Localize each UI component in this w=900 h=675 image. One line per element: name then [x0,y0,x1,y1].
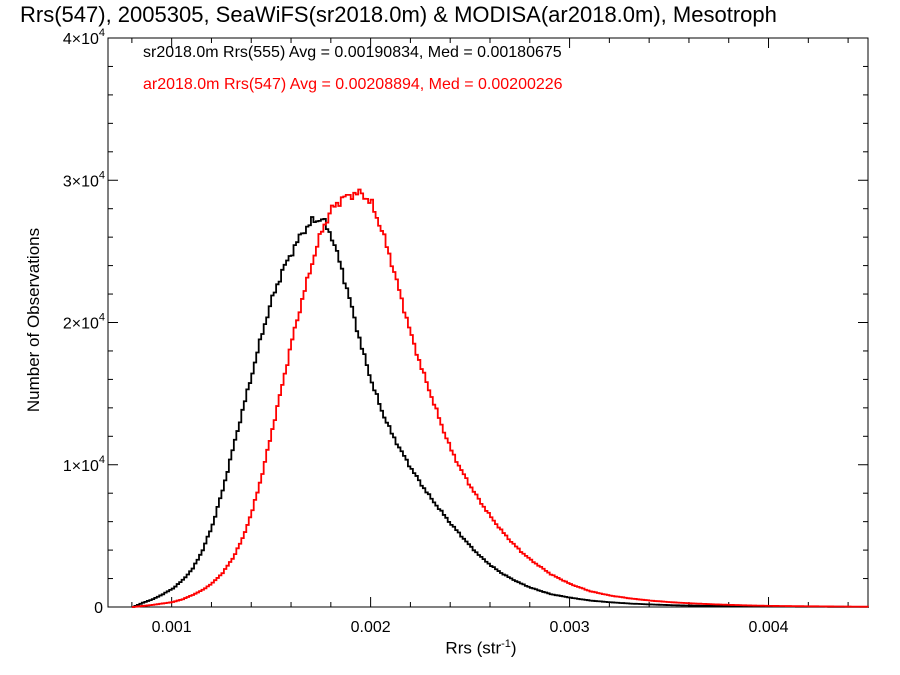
y-tick-label: 2×104 [63,312,105,333]
legend-entry-ar2018: ar2018.0m Rrs(547) Avg = 0.00208894, Med… [143,76,563,93]
y-tick-label: 4×104 [63,27,105,48]
x-tick-label: 0.004 [749,619,789,636]
y-tick-label: 0 [94,600,103,617]
histogram-series-0 [131,216,869,608]
x-tick-label: 0.002 [351,619,391,636]
x-tick-label: 0.003 [550,619,590,636]
chart-title: Rrs(547), 2005305, SeaWiFS(sr2018.0m) & … [20,2,777,27]
x-tick-label: 0.001 [152,619,192,636]
x-axis-label-exponent: -1 [501,638,511,650]
y-tick-label: 3×104 [63,169,105,190]
x-axis-label-tail: ) [510,638,517,658]
y-tick-label: 1×104 [63,454,105,475]
plot-frame [107,37,869,608]
x-axis-label-base: Rrs (str [445,638,502,658]
legend-entry-sr2018: sr2018.0m Rrs(555) Avg = 0.00190834, Med… [143,44,562,61]
histogram-series-1 [131,188,869,608]
x-axis-label: Rrs (str-1) [445,638,516,659]
